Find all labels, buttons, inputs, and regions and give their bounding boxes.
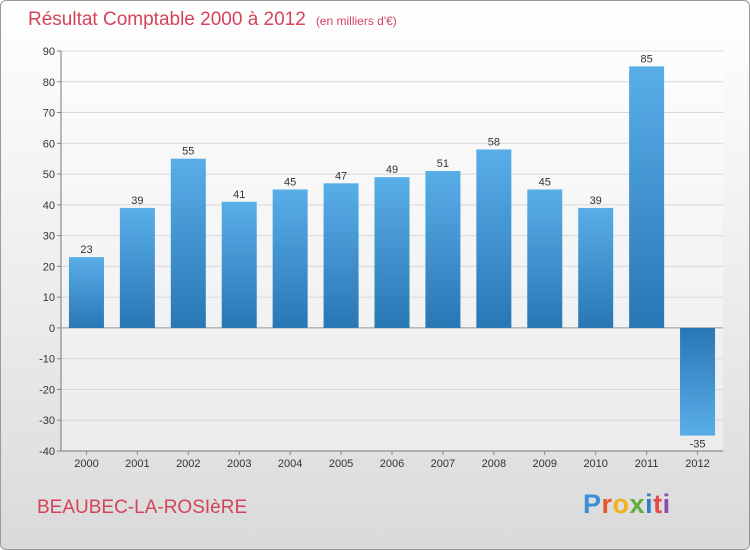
place-name: BEAUBEC-LA-ROSIèRE [37, 497, 248, 518]
y-tick-label: 80 [43, 77, 55, 89]
x-tick-label: 2002 [176, 458, 200, 470]
y-tick-label: 0 [49, 323, 55, 335]
bar-value-label: 47 [335, 170, 347, 182]
y-tick-label: -30 [39, 415, 55, 427]
x-tick-label: 2009 [533, 458, 557, 470]
bar-value-label: 23 [80, 244, 92, 256]
chart-title: Résultat Comptable 2000 à 2012 (en millie… [28, 9, 397, 31]
y-tick-label: 50 [43, 169, 55, 181]
logo-letter: i [645, 489, 654, 519]
y-tick-label: -40 [39, 446, 55, 458]
bar [68, 257, 104, 328]
bar-value-label: 39 [590, 195, 602, 207]
bar-value-label: 58 [488, 136, 500, 148]
y-tick-label: 40 [43, 200, 55, 212]
y-tick-label: 20 [43, 261, 55, 273]
x-tick-label: 2011 [635, 458, 659, 470]
bar-value-label: 45 [539, 176, 551, 188]
chart-unit: (en milliers d'€) [315, 14, 397, 28]
chart-title-text: Résultat Comptable 2000 à 2012 [28, 9, 306, 30]
bar [476, 149, 512, 328]
logo-letter: r [601, 489, 613, 519]
logo-letter: x [629, 489, 646, 519]
x-tick-label: 2004 [278, 458, 302, 470]
bar [323, 183, 359, 328]
x-tick-label: 2003 [227, 458, 251, 470]
bar [680, 327, 716, 436]
bar [629, 66, 665, 328]
y-tick-label: 30 [43, 231, 55, 243]
x-tick-label: 2007 [431, 458, 455, 470]
x-tick-label: 2010 [583, 458, 607, 470]
bar [425, 171, 461, 328]
bar-value-label: 51 [437, 158, 449, 170]
x-tick-label: 2005 [329, 458, 353, 470]
bar-value-label: 85 [640, 53, 652, 65]
logo-letter: i [662, 489, 671, 519]
x-tick-label: 2006 [380, 458, 404, 470]
x-tick-label: 2008 [482, 458, 506, 470]
bar [272, 189, 308, 328]
x-tick-label: 2012 [685, 458, 709, 470]
y-tick-label: -20 [39, 384, 55, 396]
bar-value-label: 41 [233, 189, 245, 201]
y-tick-label: 90 [43, 46, 55, 58]
proxiti-logo: Proxiti [583, 489, 671, 520]
x-tick-label: 2001 [125, 458, 149, 470]
logo-letter: o [612, 489, 630, 519]
logo-letter: P [583, 489, 602, 519]
bar [578, 207, 614, 328]
bar [527, 189, 563, 328]
bar-value-label: 55 [182, 146, 194, 158]
bar [170, 158, 206, 328]
bar-value-label: 39 [131, 195, 143, 207]
y-tick-label: 10 [43, 292, 55, 304]
logo-letter: t [653, 489, 663, 519]
y-tick-label: 70 [43, 108, 55, 120]
y-tick-label: 60 [43, 138, 55, 150]
bar-value-label: 45 [284, 176, 296, 188]
y-tick-label: -10 [39, 354, 55, 366]
bar [221, 201, 257, 328]
bar-value-label: -35 [690, 439, 706, 451]
bar [119, 207, 155, 328]
bar-value-label: 49 [386, 164, 398, 176]
bar [374, 177, 410, 328]
x-tick-label: 2000 [74, 458, 98, 470]
